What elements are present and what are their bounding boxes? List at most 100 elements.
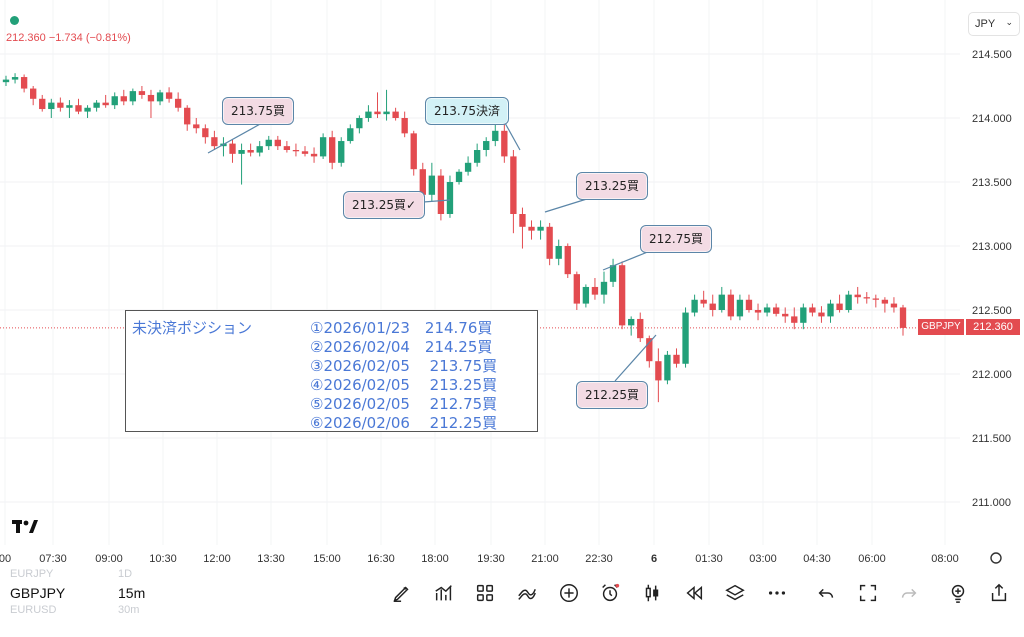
annotation-callout[interactable]: 213.75決済: [425, 97, 509, 125]
candle-body: [156, 92, 164, 102]
candle-body: [383, 111, 390, 115]
candle-body: [637, 318, 644, 339]
candle-body: [419, 169, 426, 195]
candle-body: [184, 107, 191, 125]
alert-bulb-icon[interactable]: [945, 580, 971, 606]
callout-pointer: [614, 334, 657, 382]
candle-body: [800, 307, 807, 323]
add-icon[interactable]: [556, 580, 582, 606]
y-tick-label: 214.000: [972, 113, 1012, 125]
candle-body: [791, 316, 798, 323]
candle-body: [301, 151, 309, 154]
candle-body: [727, 294, 735, 317]
x-tick-label: 08:00: [931, 553, 959, 565]
x-tick-label: 12:00: [203, 553, 231, 565]
candle-body: [93, 102, 100, 108]
candle-body: [682, 312, 689, 364]
y-tick-label: 214.500: [972, 49, 1012, 61]
callout-pointer: [207, 122, 263, 154]
positions-title: 未決済ポジション: [132, 319, 253, 337]
redo-icon[interactable]: [896, 580, 922, 606]
candle-body: [446, 182, 454, 214]
candle-body: [691, 299, 698, 313]
interval-history-item[interactable]: 1D: [118, 568, 133, 580]
settings-gear-icon: [990, 552, 1002, 564]
candle-body: [501, 130, 508, 157]
x-tick-label: 16:30: [367, 553, 395, 565]
symbol-history-item[interactable]: EURJPY: [10, 568, 54, 580]
annotation-callout[interactable]: 213.25買: [576, 172, 648, 200]
open-positions-box[interactable]: 未決済ポジション ①2026/01/23 214.76買 ②2026/02/04…: [125, 310, 538, 432]
candle-body: [338, 141, 345, 163]
templates-icon[interactable]: [472, 580, 498, 606]
price-change-readout: 212.360 −1.734 (−0.81%): [6, 32, 131, 44]
interval-selector[interactable]: 15m: [118, 585, 146, 601]
candle-body: [528, 226, 535, 231]
x-tick-label: 13:30: [257, 553, 285, 565]
more-icon[interactable]: [764, 580, 790, 606]
x-tick-label: 09:00: [95, 553, 123, 565]
indicators-icon[interactable]: [431, 580, 457, 606]
candle-body: [718, 294, 725, 310]
candle-body: [600, 281, 608, 295]
candle-body: [609, 265, 617, 282]
pen-icon[interactable]: [389, 580, 415, 606]
candle-body: [582, 286, 590, 304]
candle-body: [410, 133, 417, 170]
x-tick-label: 18:00: [421, 553, 449, 565]
candle-body: [709, 303, 716, 310]
candle-body: [2, 79, 10, 83]
candle-body: [546, 226, 553, 259]
candle-body: [329, 137, 336, 163]
candle-body: [863, 297, 870, 299]
candle-body: [428, 175, 436, 195]
y-tick-label: 211.500: [972, 433, 1011, 445]
candle-body: [845, 294, 852, 310]
candle-body: [483, 141, 490, 150]
annotation-callout[interactable]: 213.75買: [222, 97, 294, 125]
last-price: 212.360: [6, 32, 46, 44]
bottom-toolbar: EURJPY 1D GBPJPY 15m EURUSD 30m: [0, 568, 1024, 637]
symbol-history-item[interactable]: EURUSD: [10, 604, 57, 616]
undo-icon[interactable]: [813, 580, 839, 606]
x-tick-label: 01:30: [695, 553, 723, 565]
alert-icon[interactable]: [597, 580, 623, 606]
candle-body: [48, 102, 55, 110]
share-icon[interactable]: [986, 580, 1012, 606]
market-status-dot: [10, 16, 19, 25]
candle-body: [238, 150, 245, 154]
candle-body: [102, 102, 109, 106]
interval-history-item[interactable]: 30m: [118, 604, 140, 616]
candle-body: [20, 77, 28, 89]
x-tick-label: 10:30: [149, 553, 177, 565]
candles-icon[interactable]: [639, 580, 665, 606]
candle-body: [202, 128, 209, 138]
candle-body: [193, 124, 200, 129]
position-row: ④2026/02/05 213.25買: [310, 376, 498, 394]
annotation-callout[interactable]: 212.75買: [640, 225, 712, 253]
annotation-callout[interactable]: 212.25買: [576, 381, 648, 409]
candle-body: [564, 246, 571, 275]
price-chart[interactable]: 214.500 214.000 213.500 213.000 212.500 212.0…: [0, 0, 1024, 568]
candle-body: [782, 313, 789, 317]
symbol-selector[interactable]: GBPJPY: [10, 585, 66, 601]
price-change: −1.734: [48, 32, 83, 44]
candle-body: [57, 102, 64, 108]
x-tick-label: 07:30: [39, 553, 67, 565]
layers-icon[interactable]: [722, 580, 748, 606]
strategy-icon[interactable]: [514, 580, 540, 606]
currency-select[interactable]: JPY ⌄: [968, 12, 1020, 36]
candle-body: [519, 214, 526, 227]
candle-body: [401, 118, 408, 134]
candle-body: [809, 307, 816, 313]
replay-icon[interactable]: [681, 580, 707, 606]
y-tick-label: 213.000: [972, 241, 1012, 253]
candle-body: [211, 137, 218, 147]
annotation-callout[interactable]: 213.25買✓: [343, 191, 426, 219]
candle-body: [772, 307, 780, 314]
candle-body: [655, 361, 662, 381]
fullscreen-icon[interactable]: [855, 580, 881, 606]
candle-body: [437, 175, 445, 214]
x-tick-label: 03:00: [749, 553, 777, 565]
candle-body: [75, 105, 82, 112]
